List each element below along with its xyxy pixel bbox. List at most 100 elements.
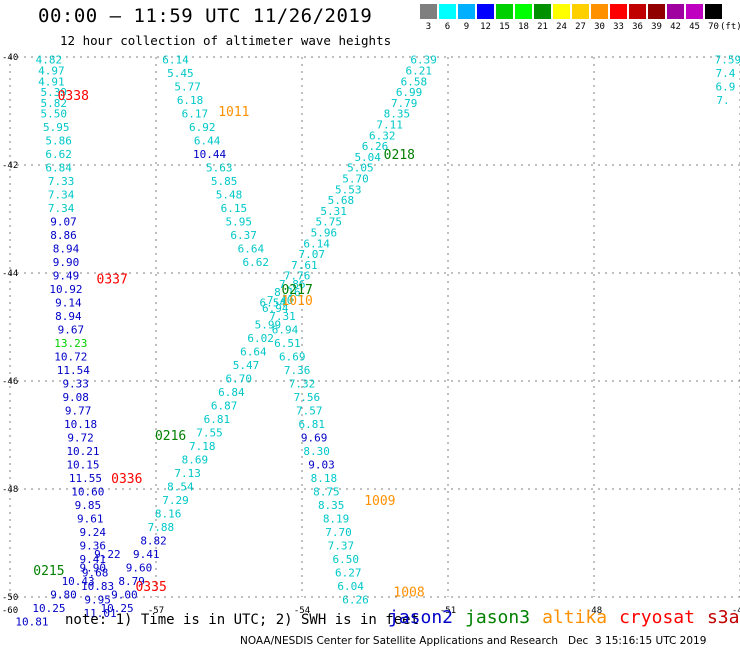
- wave-height-label: 9.33: [62, 378, 89, 391]
- wave-height-label: 9.69: [301, 432, 328, 445]
- wave-height-label: 6.99: [396, 86, 423, 99]
- wave-height-label: 7.34: [48, 202, 75, 215]
- wave-height-label: 6.62: [45, 148, 72, 161]
- wave-height-label: 11.55: [69, 472, 102, 485]
- color-scale-label: 45: [689, 22, 700, 32]
- wave-height-label: 7.88: [148, 521, 175, 534]
- color-scale-label: 18: [518, 22, 529, 32]
- y-tick-label: -40: [2, 53, 18, 63]
- color-swatch: [439, 4, 456, 19]
- wave-height-label: 9.60: [126, 561, 153, 574]
- wave-height-label: 7.57: [296, 405, 323, 418]
- color-swatch: [534, 4, 551, 19]
- wave-height-label: 7.34: [48, 189, 75, 202]
- wave-height-label: 10.25: [101, 602, 134, 615]
- wave-height-label: 7.18: [189, 440, 216, 453]
- wave-height-label: 5.96: [311, 227, 338, 240]
- wave-height-label: 5.68: [328, 194, 355, 207]
- wave-height-label: 6.69: [279, 351, 306, 364]
- y-tick-label: -48: [2, 485, 18, 495]
- wave-height-label: 11.54: [57, 364, 90, 377]
- wave-height-label: 5.70: [342, 173, 369, 186]
- wave-height-label: 6.51: [274, 337, 301, 350]
- color-swatch: [515, 4, 532, 19]
- color-swatch: [610, 4, 627, 19]
- wave-height-label: 8.30: [303, 445, 330, 458]
- wave-height-label: 6.32: [369, 129, 396, 142]
- wave-height-label: 6.04: [337, 580, 364, 593]
- wave-height-label: 10.72: [54, 351, 87, 364]
- wave-height-label: 10.21: [66, 445, 99, 458]
- wave-height-label: 6.37: [230, 229, 257, 242]
- x-tick-label: -60: [2, 606, 18, 616]
- track-time-label: 0336: [111, 472, 142, 487]
- x-tick-label: -54: [294, 606, 310, 616]
- wave-height-label: 7.56: [294, 391, 321, 404]
- wave-height-label: 6.81: [204, 413, 231, 426]
- legend-item: jason2: [388, 607, 454, 628]
- wave-height-label: 8.69: [182, 453, 209, 466]
- wave-height-label: 6.50: [333, 553, 360, 566]
- wave-height-label: 10.43: [62, 575, 95, 588]
- wave-height-label: 6.9: [715, 81, 735, 94]
- wave-height-label: 10.83: [81, 580, 114, 593]
- color-swatch: [572, 4, 589, 19]
- wave-height-label: 5.45: [167, 67, 194, 80]
- wave-height-label: 5.77: [174, 81, 201, 94]
- wave-height-label: 9.68: [82, 567, 109, 580]
- track-time-label: 1011: [218, 105, 249, 120]
- wave-height-label: 7.11: [376, 119, 403, 132]
- wave-height-label: 9.36: [79, 540, 106, 553]
- wave-height-label: 7.70: [325, 526, 352, 539]
- wave-height-label: 5.99: [255, 318, 282, 331]
- wave-height-label: 9.61: [77, 513, 104, 526]
- x-tick-label: -45: [732, 606, 740, 616]
- color-scale-label: 21: [537, 22, 548, 32]
- color-swatch: [705, 4, 722, 19]
- wave-height-label: 8.35: [384, 108, 411, 121]
- wave-height-label: 6.26: [362, 140, 389, 153]
- wave-height-label: 7.29: [162, 494, 189, 507]
- wave-height-label: 10.44: [193, 148, 226, 161]
- wave-height-label: 7.61: [291, 259, 318, 272]
- wave-height-label: 7.07: [298, 248, 325, 261]
- wave-height-label: 10.92: [49, 283, 82, 296]
- color-swatch: [591, 4, 608, 19]
- wave-height-label: 9.49: [53, 270, 80, 283]
- track-time-label: 1009: [364, 494, 395, 509]
- wave-height-label: 5.04: [354, 151, 381, 164]
- track-time-label: 0338: [58, 89, 89, 104]
- wave-height-label: 5.48: [216, 189, 243, 202]
- footnote: note: 1) Time is in UTC; 2) SWH is in fe…: [65, 612, 420, 628]
- y-tick-label: -42: [2, 161, 18, 171]
- wave-height-label: 6.02: [247, 332, 274, 345]
- wave-height-label: 5.47: [233, 359, 260, 372]
- wave-height-label: 5.85: [211, 175, 238, 188]
- wave-height-label: 7.: [716, 94, 729, 107]
- wave-height-label: 7.40: [267, 294, 294, 307]
- wave-height-label: 8.82: [140, 534, 167, 547]
- color-swatch: [477, 4, 494, 19]
- color-scale-label: 33: [613, 22, 624, 32]
- wave-height-label: 6.15: [221, 202, 248, 215]
- wave-height-label: 5.95: [225, 216, 252, 229]
- color-swatch: [458, 4, 475, 19]
- wave-height-label: 9.41: [133, 548, 160, 561]
- wave-height-label: 9.90: [79, 561, 106, 574]
- wave-height-label: 10.25: [32, 602, 65, 615]
- x-tick-label: -51: [440, 606, 456, 616]
- wave-height-label: 7.32: [289, 378, 316, 391]
- wave-height-label: 5.75: [316, 216, 343, 229]
- color-swatch: [553, 4, 570, 19]
- wave-height-label: 6.54: [260, 297, 287, 310]
- y-tick-label: -46: [2, 377, 18, 387]
- wave-height-label: 8.19: [323, 513, 350, 526]
- color-scale-label: 15: [499, 22, 510, 32]
- track-time-label: 0337: [97, 272, 128, 287]
- track-time-label: 1010: [281, 294, 312, 309]
- wave-height-label: 6.87: [211, 399, 238, 412]
- wave-height-label: 8.75: [313, 486, 340, 499]
- color-scale-label: 27: [575, 22, 586, 32]
- wave-height-label: 10.60: [71, 486, 104, 499]
- satellite-legend: jason2 jason3 altika cryosat s3a: [388, 607, 740, 628]
